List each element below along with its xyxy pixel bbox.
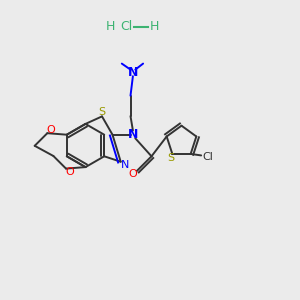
Text: O: O	[65, 167, 74, 177]
Text: Cl: Cl	[202, 152, 214, 162]
Text: H: H	[106, 20, 115, 34]
Text: O: O	[129, 169, 138, 179]
Text: N: N	[128, 66, 138, 79]
Text: O: O	[46, 124, 55, 135]
Text: S: S	[167, 153, 174, 163]
Text: Cl: Cl	[120, 20, 132, 34]
Text: N: N	[128, 128, 138, 141]
Text: H: H	[150, 20, 159, 34]
Text: S: S	[98, 106, 106, 117]
Text: N: N	[121, 160, 129, 170]
